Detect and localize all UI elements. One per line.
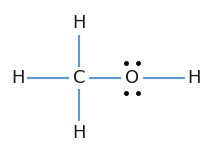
Text: H: H bbox=[187, 69, 200, 87]
Text: H: H bbox=[72, 14, 86, 32]
Text: C: C bbox=[73, 69, 85, 87]
Text: O: O bbox=[125, 69, 139, 87]
Text: H: H bbox=[72, 124, 86, 142]
Text: H: H bbox=[11, 69, 24, 87]
